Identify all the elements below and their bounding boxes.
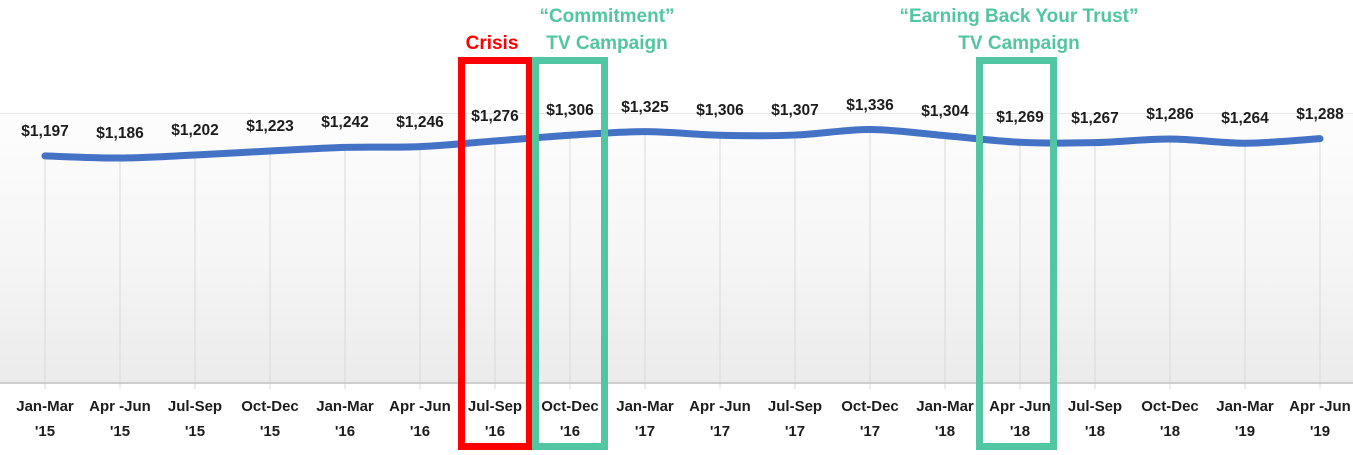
x-label-quarter: Apr -Jun bbox=[989, 398, 1051, 415]
commitment-campaign-annotation: “Commitment” TV Campaign bbox=[539, 3, 674, 57]
commitment-campaign-box bbox=[532, 57, 608, 450]
x-label-quarter: Apr -Jun bbox=[1289, 398, 1351, 415]
value-label: $1,197 bbox=[21, 122, 69, 140]
x-label-quarter: Oct-Dec bbox=[1141, 398, 1199, 415]
x-axis-category-label: Jul-Sep '15 bbox=[152, 394, 238, 444]
x-axis-category-label: Oct-Dec '15 bbox=[227, 394, 313, 444]
value-label: $1,325 bbox=[621, 98, 669, 116]
x-axis-category-label: Oct-Dec '17 bbox=[827, 394, 913, 444]
x-label-year: '16 bbox=[334, 423, 356, 440]
x-axis-category-label: Jan-Mar '15 bbox=[2, 394, 88, 444]
commitment-campaign-line1: “Commitment” bbox=[539, 6, 675, 27]
x-label-year: '19 bbox=[1309, 423, 1331, 440]
earning-back-trust-line1: “Earning Back Your Trust” bbox=[899, 6, 1139, 27]
x-label-quarter: Jan-Mar bbox=[316, 398, 374, 415]
x-label-quarter: Oct-Dec bbox=[841, 398, 899, 415]
x-axis-category-label: Apr -Jun '18 bbox=[977, 394, 1063, 444]
x-label-quarter: Jul-Sep bbox=[767, 398, 823, 415]
earning-back-trust-campaign-box bbox=[976, 57, 1057, 450]
value-label: $1,242 bbox=[321, 114, 369, 132]
x-label-year: '17 bbox=[634, 423, 656, 440]
value-label: $1,186 bbox=[96, 125, 144, 143]
earning-back-trust-campaign-annotation: “Earning Back Your Trust” TV Campaign bbox=[900, 3, 1139, 57]
x-axis-category-label: Apr -Jun '15 bbox=[77, 394, 163, 444]
value-label: $1,307 bbox=[771, 102, 819, 120]
x-axis-category-label: Oct-Dec '18 bbox=[1127, 394, 1213, 444]
x-label-year: '15 bbox=[34, 423, 56, 440]
x-axis-category-label: Apr -Jun '19 bbox=[1277, 394, 1353, 444]
crisis-annotation: Crisis bbox=[466, 30, 519, 57]
x-label-quarter: Apr -Jun bbox=[89, 398, 151, 415]
x-axis-category-label: Apr -Jun '16 bbox=[377, 394, 463, 444]
value-label: $1,223 bbox=[246, 117, 294, 135]
x-label-year: '17 bbox=[784, 423, 806, 440]
x-label-year: '17 bbox=[859, 423, 881, 440]
x-axis-category-label: Jul-Sep '16 bbox=[452, 394, 538, 444]
x-label-quarter: Oct-Dec bbox=[541, 398, 599, 415]
x-label-year: '18 bbox=[934, 423, 956, 440]
value-label: $1,286 bbox=[1146, 106, 1194, 124]
value-label: $1,264 bbox=[1221, 110, 1269, 128]
x-label-year: '19 bbox=[1234, 423, 1256, 440]
value-label: $1,269 bbox=[996, 109, 1044, 127]
x-label-quarter: Jan-Mar bbox=[16, 398, 74, 415]
x-label-year: '18 bbox=[1009, 423, 1031, 440]
x-axis-category-label: Jan-Mar '19 bbox=[1202, 394, 1288, 444]
x-label-quarter: Jan-Mar bbox=[616, 398, 674, 415]
value-label: $1,336 bbox=[846, 96, 894, 114]
value-label: $1,306 bbox=[546, 102, 594, 120]
x-axis-category-label: Jul-Sep '18 bbox=[1052, 394, 1138, 444]
x-label-year: '15 bbox=[259, 423, 281, 440]
value-label: $1,246 bbox=[396, 113, 444, 131]
x-label-year: '17 bbox=[709, 423, 731, 440]
x-axis-category-label: Jul-Sep '17 bbox=[752, 394, 838, 444]
earning-back-trust-line2: TV Campaign bbox=[958, 33, 1080, 54]
commitment-campaign-line2: TV Campaign bbox=[546, 33, 668, 54]
x-label-quarter: Jan-Mar bbox=[916, 398, 974, 415]
x-label-year: '16 bbox=[484, 423, 506, 440]
x-axis-category-label: Oct-Dec '16 bbox=[527, 394, 613, 444]
crisis-label: Crisis bbox=[465, 33, 519, 54]
x-label-quarter: Apr -Jun bbox=[389, 398, 451, 415]
x-label-quarter: Jan-Mar bbox=[1216, 398, 1274, 415]
value-label: $1,304 bbox=[921, 102, 969, 120]
x-label-quarter: Apr -Jun bbox=[689, 398, 751, 415]
x-label-year: '15 bbox=[109, 423, 131, 440]
x-label-year: '18 bbox=[1084, 423, 1106, 440]
x-label-year: '16 bbox=[559, 423, 581, 440]
crisis-box bbox=[457, 57, 533, 450]
x-label-quarter: Oct-Dec bbox=[241, 398, 299, 415]
x-label-year: '18 bbox=[1159, 423, 1181, 440]
x-label-quarter: Jul-Sep bbox=[1067, 398, 1123, 415]
value-label: $1,306 bbox=[696, 102, 744, 120]
x-axis-category-label: Jan-Mar '16 bbox=[302, 394, 388, 444]
value-label: $1,267 bbox=[1071, 109, 1119, 127]
plot-area bbox=[0, 113, 1353, 384]
x-label-year: '15 bbox=[184, 423, 206, 440]
value-label: $1,276 bbox=[471, 107, 519, 125]
x-label-year: '16 bbox=[409, 423, 431, 440]
revenue-line-series bbox=[41, 126, 1324, 162]
x-label-quarter: Jul-Sep bbox=[467, 398, 523, 415]
value-label: $1,202 bbox=[171, 121, 219, 139]
x-label-quarter: Jul-Sep bbox=[167, 398, 223, 415]
x-axis-category-label: Jan-Mar '17 bbox=[602, 394, 688, 444]
x-axis-category-label: Apr -Jun '17 bbox=[677, 394, 763, 444]
value-label: $1,288 bbox=[1296, 105, 1344, 123]
x-axis-category-label: Jan-Mar '18 bbox=[902, 394, 988, 444]
